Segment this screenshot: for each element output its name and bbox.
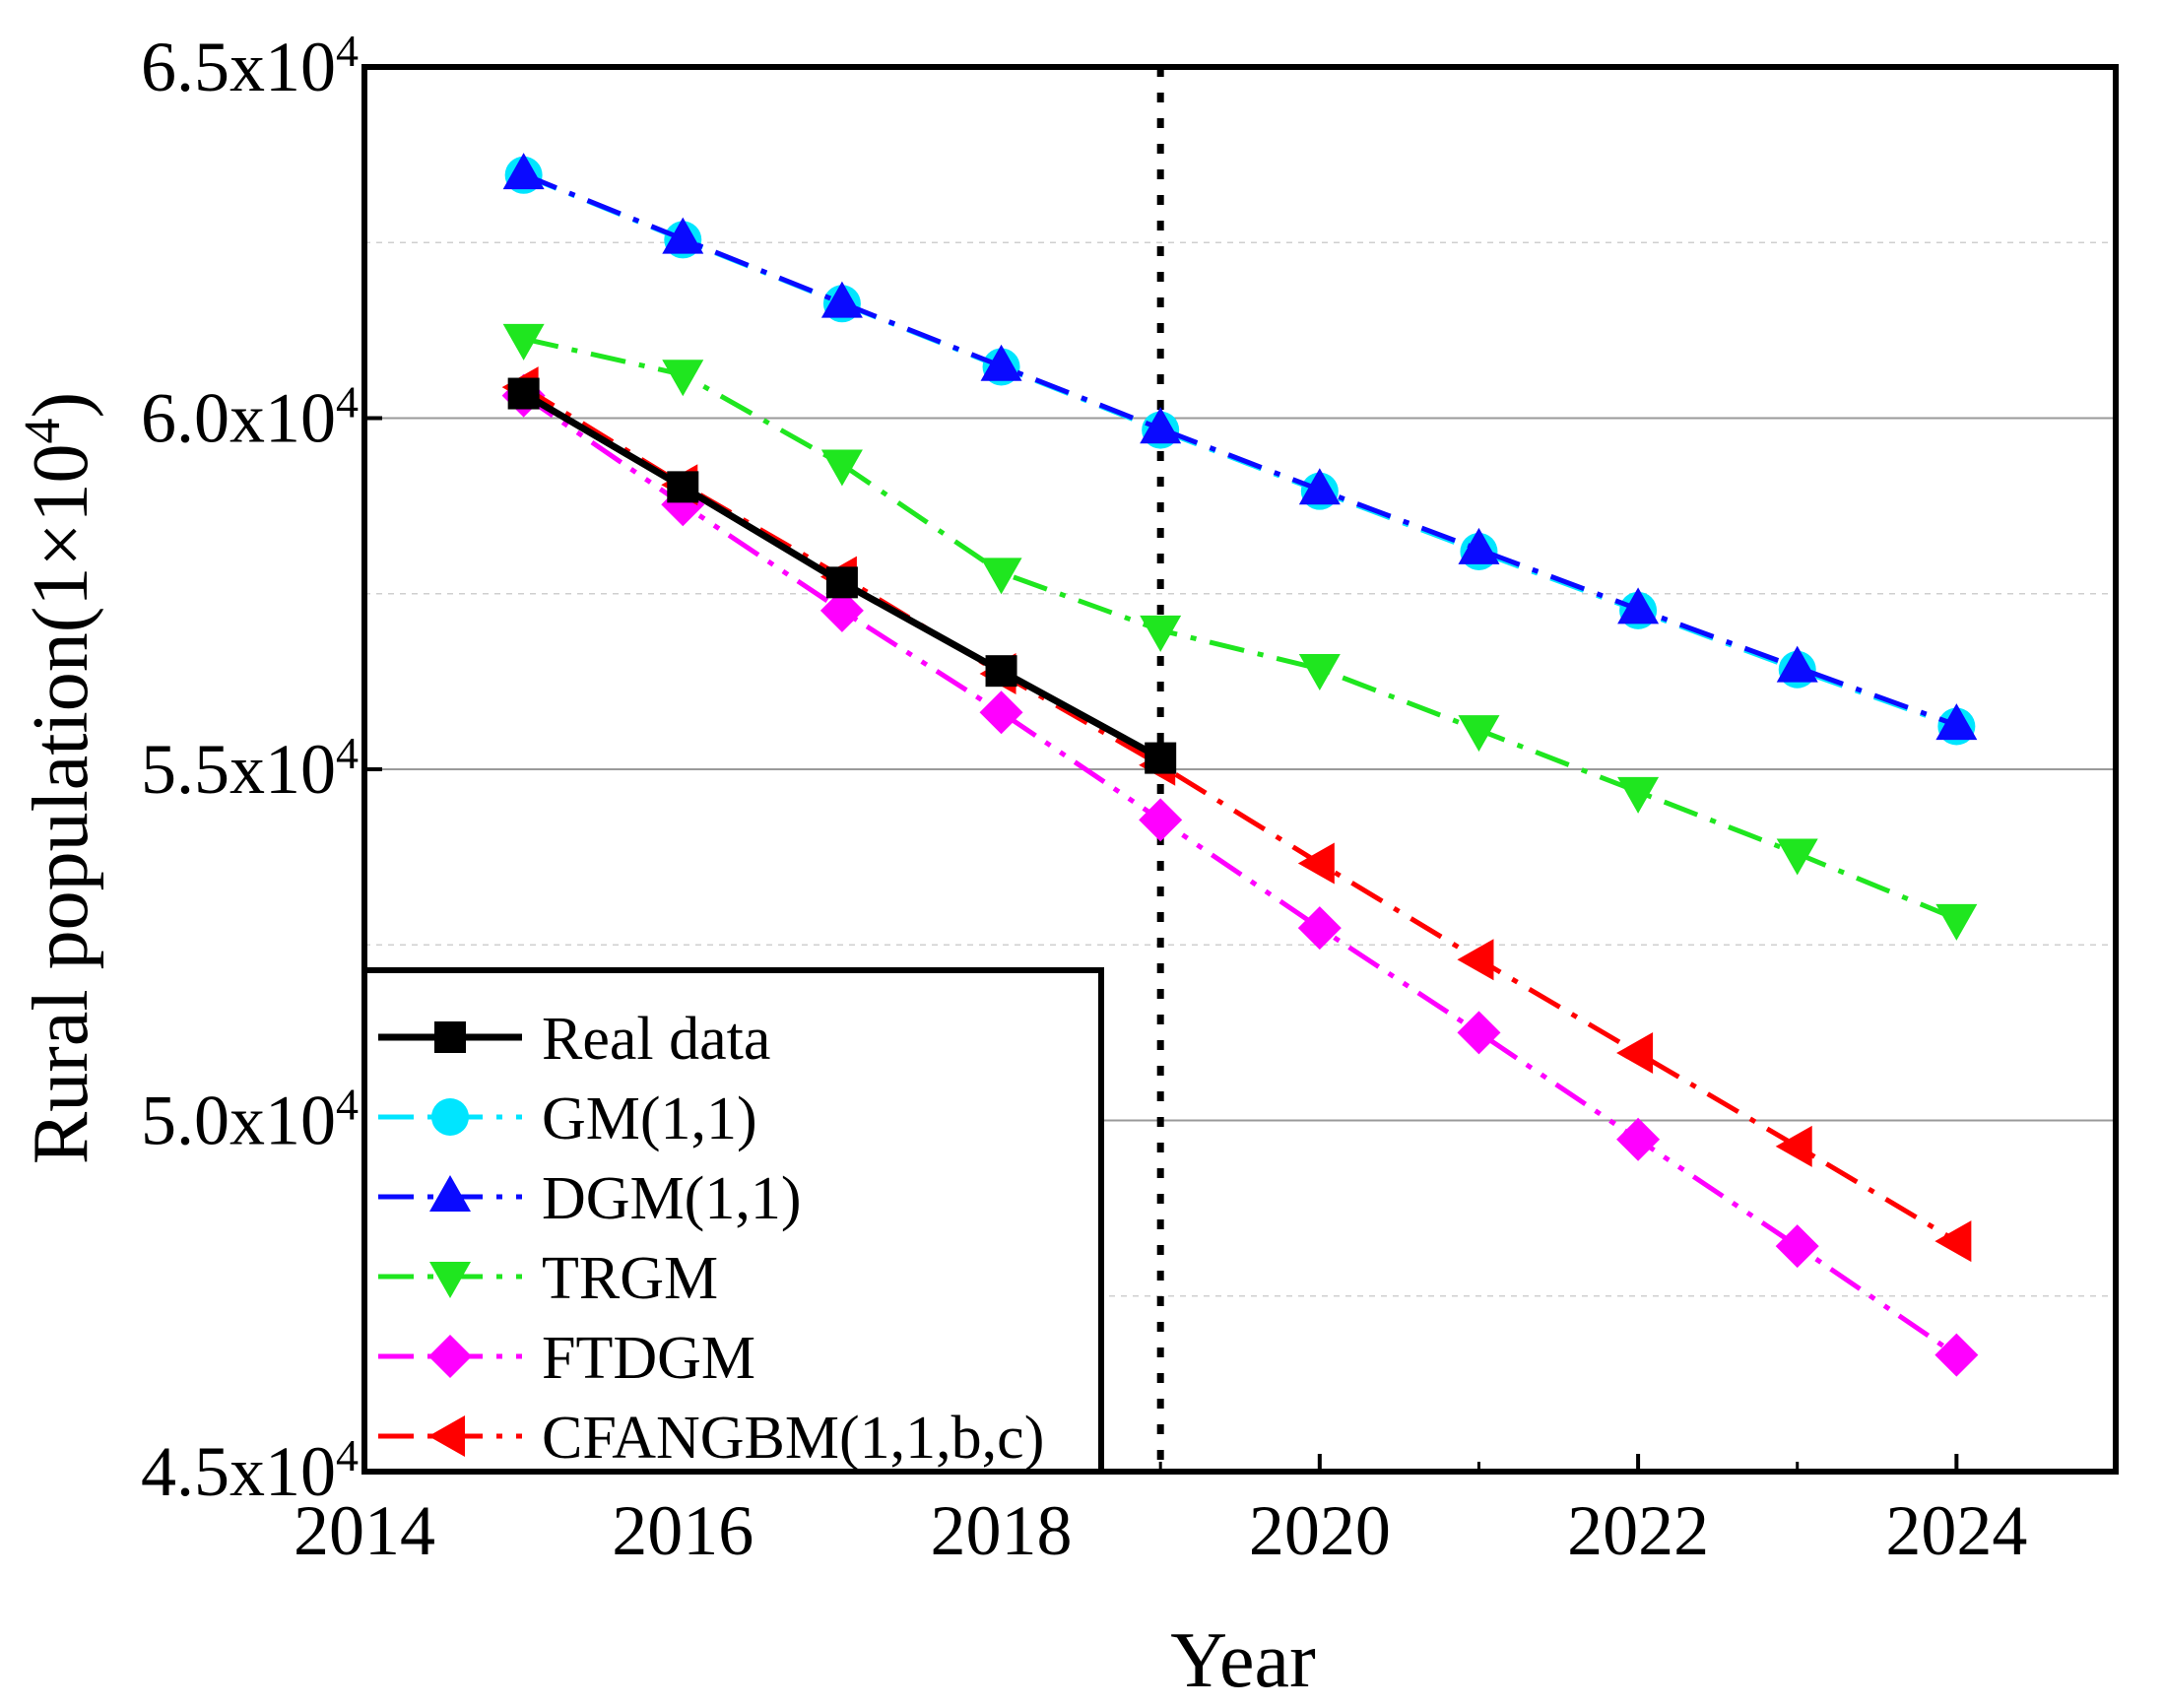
data-point-cfangbm-1-1-b-c bbox=[1775, 1125, 1812, 1167]
legend-label-dgm-1-1: DGM(1,1) bbox=[542, 1165, 801, 1232]
y-axis-title-main: Rural population(1×10 bbox=[18, 443, 104, 1164]
legend-marker-cfangbm-1-1-b-c bbox=[428, 1415, 465, 1457]
x-tick-label: 2024 bbox=[1885, 1491, 2027, 1570]
x-tick-label: 2018 bbox=[931, 1491, 1073, 1570]
data-point-ftdgm bbox=[1139, 798, 1183, 842]
data-point-trgm bbox=[1298, 654, 1341, 691]
data-point-cfangbm-1-1-b-c bbox=[1457, 939, 1494, 981]
x-tick-label: 2014 bbox=[294, 1491, 435, 1570]
data-point-ftdgm bbox=[1775, 1224, 1819, 1269]
data-point-trgm bbox=[820, 449, 863, 487]
data-point-real-data bbox=[1145, 742, 1177, 774]
legend-marker-gm-1-1 bbox=[431, 1098, 469, 1136]
data-point-ftdgm bbox=[819, 588, 864, 632]
legend-label-cfangbm-1-1-b-c: CFANGBM(1,1,b,c) bbox=[542, 1405, 1044, 1472]
y-tick-label: 4.5x104 bbox=[141, 1430, 359, 1512]
data-point-trgm bbox=[502, 323, 545, 361]
data-point-real-data bbox=[667, 471, 699, 503]
data-point-dgm-1-1 bbox=[1617, 587, 1660, 624]
series-line-gm-1-1 bbox=[522, 172, 1958, 729]
y-axis-title: Rural population(1×104) bbox=[15, 392, 105, 1164]
legend-marker-real-data bbox=[434, 1021, 466, 1053]
x-tick-label: 2022 bbox=[1567, 1491, 1709, 1570]
data-point-ftdgm bbox=[1616, 1117, 1661, 1161]
legend-marker-trgm bbox=[429, 1262, 471, 1298]
legend: Real data GM(1,1) DGM(1,1) TRGM FTDGM CFANGBM… bbox=[361, 967, 1104, 1475]
axis-layer: 2014 2016 2018 2020 2022 2024 4.5x104 5.0x104 5.… bbox=[141, 26, 2027, 1571]
y-axis-title-exponent: 4 bbox=[15, 418, 71, 443]
y-axis-title-suffix: ) bbox=[18, 392, 104, 419]
data-point-trgm bbox=[980, 558, 1022, 595]
y-tick-label: 6.5x104 bbox=[141, 26, 359, 107]
data-point-dgm-1-1 bbox=[1458, 527, 1500, 564]
data-point-cfangbm-1-1-b-c bbox=[1934, 1220, 1972, 1263]
data-point-trgm bbox=[1776, 838, 1818, 876]
data-point-trgm bbox=[1458, 715, 1500, 753]
grid-layer bbox=[364, 241, 2116, 1297]
data-point-real-data bbox=[507, 377, 540, 410]
series-line-dgm-1-1 bbox=[522, 171, 1958, 728]
plot-layer bbox=[501, 67, 1979, 1472]
x-tick-label: 2020 bbox=[1249, 1491, 1391, 1570]
legend-label-ftdgm: FTDGM bbox=[542, 1325, 755, 1392]
legend-label-real-data: Real data bbox=[542, 1006, 770, 1073]
legend-box bbox=[361, 967, 1104, 1475]
legend-marker-ftdgm bbox=[428, 1335, 472, 1378]
data-point-dgm-1-1 bbox=[980, 344, 1022, 381]
data-point-real-data bbox=[985, 655, 1017, 688]
data-point-dgm-1-1 bbox=[662, 217, 704, 254]
data-point-trgm bbox=[662, 360, 704, 397]
data-point-dgm-1-1 bbox=[1140, 407, 1182, 444]
data-point-ftdgm bbox=[1457, 1011, 1501, 1055]
y-tick-label: 5.5x104 bbox=[141, 728, 359, 810]
data-point-dgm-1-1 bbox=[820, 281, 863, 318]
data-point-trgm bbox=[1617, 776, 1660, 814]
data-point-ftdgm bbox=[1934, 1333, 1979, 1377]
data-point-dgm-1-1 bbox=[1776, 645, 1818, 683]
data-point-trgm bbox=[1935, 903, 1978, 941]
data-point-dgm-1-1 bbox=[1298, 468, 1341, 505]
x-tick-label: 2016 bbox=[612, 1491, 754, 1570]
y-tick-label: 5.0x104 bbox=[141, 1079, 359, 1160]
legend-label-gm-1-1: GM(1,1) bbox=[542, 1085, 757, 1152]
data-point-ftdgm bbox=[1297, 906, 1342, 951]
data-point-cfangbm-1-1-b-c bbox=[1297, 842, 1335, 885]
x-axis-title: Year bbox=[1170, 1617, 1315, 1704]
data-point-cfangbm-1-1-b-c bbox=[1616, 1032, 1654, 1075]
series-line-trgm bbox=[523, 336, 1958, 922]
series-line-ftdgm bbox=[522, 393, 1958, 1357]
y-tick-label: 6.0x104 bbox=[141, 376, 359, 458]
data-point-trgm bbox=[1140, 615, 1182, 652]
data-point-dgm-1-1 bbox=[502, 153, 545, 190]
legend-label-trgm: TRGM bbox=[542, 1245, 718, 1312]
data-point-real-data bbox=[825, 566, 858, 599]
data-point-ftdgm bbox=[979, 690, 1023, 735]
data-point-dgm-1-1 bbox=[1935, 703, 1978, 741]
legend-marker-dgm-1-1 bbox=[429, 1175, 471, 1212]
